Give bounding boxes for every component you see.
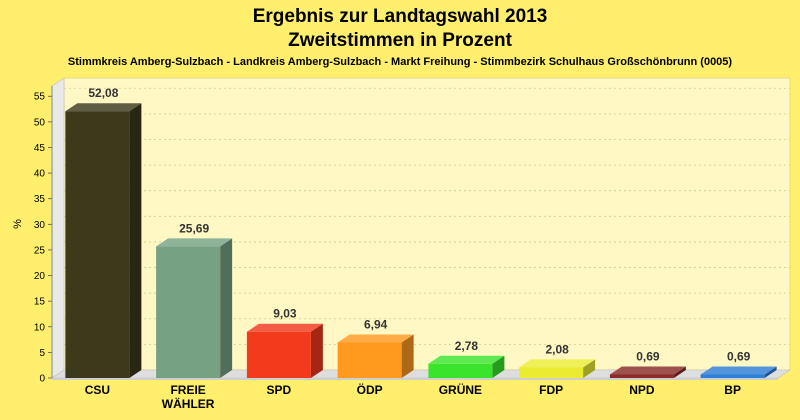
y-tick-label: 10 — [34, 322, 46, 333]
bar-side — [492, 355, 505, 378]
x-tick-label: SPD — [267, 383, 292, 397]
y-tick-label: 30 — [34, 220, 46, 231]
plot-area: 0 5 10 15 20 25 30 35 40 45 50 55 52,08 CSU 25,69 FREIE… — [34, 77, 791, 411]
bar-value-label: 9,03 — [273, 307, 297, 321]
bar-value-label: 2,08 — [545, 342, 569, 356]
bar — [428, 363, 493, 378]
bar-top — [156, 238, 233, 247]
bar-side — [583, 359, 596, 378]
y-tick-label: 55 — [34, 92, 46, 103]
bar-side — [673, 366, 686, 378]
x-tick-label: BP — [724, 383, 741, 397]
bar-top — [65, 103, 142, 112]
bar-side — [129, 103, 142, 378]
bar-value-label: 6,94 — [364, 317, 388, 331]
bar-side — [220, 238, 233, 378]
y-tick-label: 40 — [34, 169, 46, 180]
bar — [65, 111, 130, 378]
y-tick-label: 35 — [34, 194, 46, 205]
bar-side — [310, 323, 323, 378]
bar-top — [609, 366, 686, 375]
bar-value-label: 25,69 — [179, 221, 209, 235]
bar-value-label: 0,69 — [727, 349, 751, 363]
x-tick-label: NPD — [629, 383, 655, 397]
bar — [519, 367, 584, 378]
y-tick-label: 0 — [39, 374, 45, 385]
x-tick-label: FDP — [539, 383, 563, 397]
bar-top — [337, 334, 414, 343]
x-tick-label: FREIE WÄHLER — [162, 383, 215, 411]
bar-value-label: 52,08 — [88, 86, 118, 100]
x-tick-label: ÖDP — [357, 382, 383, 397]
bar-top — [246, 323, 323, 332]
y-tick-label: 5 — [39, 348, 45, 359]
bar-top — [428, 355, 505, 364]
chart-title: Ergebnis zur Landtagswahl 2013 — [253, 6, 548, 27]
bar-top — [700, 366, 777, 375]
bar-side — [764, 366, 777, 378]
bar — [609, 374, 674, 378]
plot-left-wall — [51, 77, 65, 379]
plot-floor-edge — [52, 378, 778, 380]
y-tick-label: 15 — [34, 297, 46, 308]
bar — [337, 342, 402, 378]
y-tick-label: 45 — [34, 143, 46, 154]
x-tick-label: GRÜNE — [439, 382, 482, 397]
bar — [246, 331, 311, 378]
chart-subtitle: Stimmkreis Amberg-Sulzbach - Landkreis A… — [68, 56, 733, 68]
y-tick-label: 50 — [34, 117, 46, 128]
x-tick-label: CSU — [85, 383, 110, 397]
bar — [700, 374, 765, 378]
bar-side — [401, 334, 414, 378]
y-tick-label: 20 — [34, 271, 46, 282]
y-axis-label: % — [12, 219, 24, 229]
bar-top — [519, 359, 596, 368]
y-tick-label: 25 — [34, 245, 46, 256]
bar-value-label: 2,78 — [455, 339, 479, 353]
bar — [156, 246, 221, 378]
chart-title-line2: Zweitstimmen in Prozent — [288, 30, 512, 51]
bar-value-label: 0,69 — [636, 349, 660, 363]
